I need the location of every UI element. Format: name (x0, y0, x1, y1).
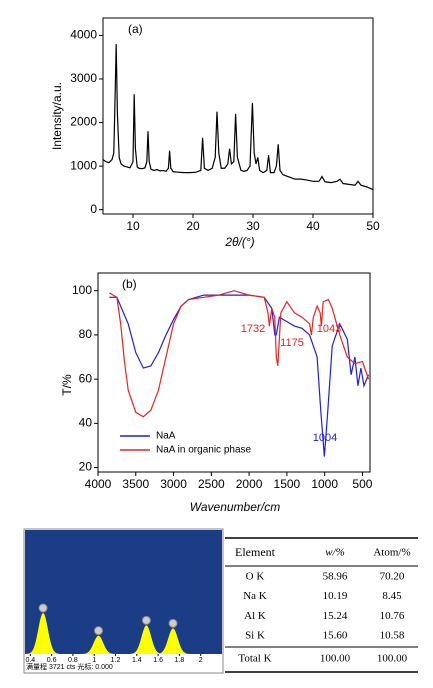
x-tick-label: 1.2 (111, 657, 121, 664)
x-tick-label: 40 (306, 219, 320, 233)
plot-frame (102, 17, 374, 215)
x-tick-label: 0.8 (68, 657, 78, 664)
x-tick-label: 1500 (274, 477, 301, 491)
x-tick-label: 30 (246, 219, 260, 233)
table-cell: 15.24 (323, 610, 348, 622)
table-cell: Al K (244, 610, 266, 622)
table-cell: 8.45 (382, 590, 402, 602)
x-tick-label: 2000 (236, 477, 263, 491)
peak-marker (168, 618, 178, 628)
table-cell: 15.60 (323, 630, 348, 642)
x-tick-label: 0.4 (25, 657, 35, 664)
x-axis-label: Wavenumber/cm (190, 500, 280, 514)
x-tick-label: 2500 (198, 477, 225, 491)
spectrum-peak (79, 635, 118, 654)
spectrum-peak (153, 628, 193, 654)
x-tick-label: 0.6 (47, 657, 57, 664)
annotation: 1732 (241, 323, 265, 335)
x-tick-label: 1 (92, 657, 96, 664)
spectrum-footer: 满量程 3721 cts 光标: 0.000 (26, 662, 113, 671)
y-tick-label: 60 (79, 371, 93, 385)
plot-frame (97, 272, 371, 473)
x-tick-label: 50 (366, 219, 380, 233)
y-axis-label: Intensity/a.u. (50, 82, 64, 150)
y-tick-label: 20 (79, 460, 93, 474)
spectrum-peak (23, 613, 63, 654)
x-tick-label: 500 (352, 477, 372, 491)
table-cell: 10.58 (380, 630, 405, 642)
y-tick-label: 1000 (70, 158, 97, 172)
y-tick-label: 2000 (70, 115, 97, 129)
y-tick-label: 80 (79, 327, 93, 341)
table-cell: 10.19 (323, 590, 348, 602)
y-tick-label: 4000 (70, 28, 97, 42)
x-tick-label: 10 (126, 219, 140, 233)
peak-marker (38, 603, 48, 613)
x-tick-label: 3000 (160, 477, 187, 491)
data-line (109, 290, 370, 418)
peak-marker (141, 615, 151, 625)
spectrum-peak (127, 625, 166, 654)
table-cell: 100.00 (320, 653, 351, 665)
table-cell: 70.20 (380, 571, 405, 583)
y-tick-label: 40 (79, 416, 93, 430)
peak-marker (93, 626, 103, 636)
y-axis-label: T/% (60, 374, 74, 396)
x-tick-label: 20 (186, 219, 200, 233)
annotation: 1175 (280, 337, 304, 349)
y-tick-label: 3000 (70, 71, 97, 85)
table-cell: 100.00 (377, 653, 408, 665)
annotation: 1004 (313, 432, 337, 444)
table-cell: 58.96 (323, 571, 348, 583)
legend-label: NaA (156, 431, 176, 442)
y-tick-label: 100 (72, 283, 92, 297)
y-tick-label: 0 (90, 202, 97, 216)
chart-title: (b) (122, 277, 137, 291)
header-cell: Atom/% (373, 547, 410, 559)
table-cell: O K (246, 571, 265, 583)
table-cell: Na K (243, 590, 267, 602)
x-tick-label: 3500 (122, 477, 149, 491)
x-tick-label: 4000 (85, 477, 112, 491)
x-tick-label: 1.4 (132, 657, 142, 664)
x-tick-label: 2 (199, 657, 203, 664)
legend-label: NaA in organic phase (156, 445, 252, 456)
x-axis-label: 2θ/(°) (224, 235, 254, 249)
x-tick-label: 1.8 (175, 657, 185, 664)
header-cell: w/% (325, 547, 345, 559)
table-cell: 10.76 (380, 610, 405, 622)
chart-title: (a) (128, 22, 143, 36)
table-cell: Total K (238, 653, 271, 665)
data-line (102, 44, 374, 191)
eds-table: Element w/% Atom/% O K 58.96 70.20 Na K 10.19 8.… (225, 537, 418, 673)
spectrum-background (25, 530, 222, 654)
table-cell: Si K (245, 630, 265, 642)
x-tick-label: 1.6 (153, 657, 163, 664)
annotation: 1043 (317, 323, 341, 335)
header-cell: Element (235, 545, 276, 559)
x-tick-label: 1000 (311, 477, 338, 491)
